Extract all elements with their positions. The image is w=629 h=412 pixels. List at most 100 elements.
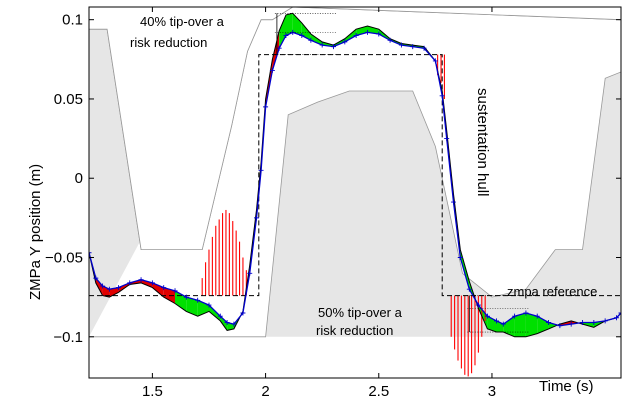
x-tick-label: 2 bbox=[261, 383, 269, 400]
compensated-marker bbox=[330, 44, 336, 50]
series-uncompensated bbox=[89, 12, 621, 338]
difference-fill bbox=[537, 316, 549, 334]
compensated-marker bbox=[523, 310, 529, 316]
y-axis-label: ZMPa Y position (m) bbox=[27, 164, 44, 300]
x-tick-label: 1.5 bbox=[142, 383, 163, 400]
compensated-marker bbox=[450, 199, 456, 205]
compensated-marker bbox=[100, 283, 106, 289]
annotation-top-reduction-line2: risk reduction bbox=[130, 35, 207, 50]
compensated-marker bbox=[195, 297, 201, 303]
difference-fill bbox=[109, 287, 119, 298]
compensated-marker bbox=[364, 29, 370, 35]
x-tick-label: 3 bbox=[488, 383, 496, 400]
compensated-marker bbox=[376, 31, 382, 37]
compensated-marker bbox=[493, 318, 499, 324]
compensated-marker bbox=[138, 277, 144, 283]
compensated-marker bbox=[466, 286, 472, 292]
compensated-marker bbox=[387, 37, 393, 43]
hull-lower-edge bbox=[89, 71, 621, 338]
compensated-marker bbox=[512, 313, 518, 319]
y-tick-label: 0 bbox=[75, 170, 83, 187]
compensated-marker bbox=[263, 104, 269, 110]
compensated-marker bbox=[224, 320, 230, 326]
difference-fill bbox=[367, 26, 379, 34]
compensated-marker bbox=[457, 255, 463, 261]
compensated-marker bbox=[240, 310, 246, 316]
compensated-marker bbox=[269, 67, 275, 73]
difference-fill bbox=[209, 305, 221, 321]
y-tick-label: −0.1 bbox=[53, 329, 83, 346]
compensated-marker bbox=[500, 321, 506, 327]
compensated-marker bbox=[115, 285, 121, 291]
compensated-marker bbox=[183, 294, 189, 300]
x-axis-label: Time (s) bbox=[539, 378, 593, 395]
compensated-marker bbox=[342, 39, 348, 45]
difference-fill bbox=[292, 13, 302, 36]
difference-fill bbox=[310, 34, 323, 46]
compensated-marker bbox=[444, 136, 450, 142]
compensated-marker bbox=[353, 33, 359, 39]
compensated-marker bbox=[89, 250, 92, 256]
compensated-marker bbox=[475, 302, 481, 308]
axes-frame bbox=[88, 6, 622, 379]
compensated-marker bbox=[432, 58, 438, 64]
compensated-marker bbox=[149, 280, 155, 286]
compensated-marker bbox=[410, 44, 416, 50]
series-compensated bbox=[89, 31, 621, 327]
annotation-zmp-reference: zmpa reference bbox=[507, 284, 597, 299]
y-tick-label: 0.05 bbox=[54, 91, 83, 108]
y-tick-label: −0.05 bbox=[45, 250, 83, 267]
compensated-marker bbox=[484, 313, 490, 319]
difference-fill bbox=[141, 279, 153, 288]
difference-fill bbox=[186, 297, 198, 317]
compensated-marker bbox=[247, 270, 253, 276]
plot-area bbox=[89, 7, 621, 377]
compensated-marker bbox=[299, 33, 305, 39]
compensated-marker bbox=[161, 285, 167, 291]
compensated-marker bbox=[613, 315, 619, 321]
compensated-marker bbox=[254, 215, 260, 221]
compensated-marker bbox=[591, 320, 597, 326]
axes: 1.5 2 2.5 3 −0.1 −0.05 0 0.05 0.1 bbox=[45, 6, 622, 400]
annotation-bottom-reduction-line1: 50% tip-over a bbox=[318, 305, 403, 320]
difference-fill bbox=[344, 29, 357, 42]
difference-fill bbox=[279, 14, 286, 49]
compensated-marker bbox=[546, 320, 552, 326]
y-tick-label: 0.1 bbox=[62, 12, 83, 29]
compensated-marker bbox=[172, 288, 178, 294]
x-tick-label: 2.5 bbox=[368, 383, 389, 400]
difference-fill bbox=[95, 278, 103, 296]
compensated-marker bbox=[127, 280, 133, 286]
compensated-marker bbox=[602, 318, 608, 324]
compensated-marker bbox=[319, 42, 325, 48]
difference-fill bbox=[514, 313, 526, 337]
difference-fill bbox=[286, 13, 293, 36]
annotation-top-reduction-line1: 40% tip-over a bbox=[140, 14, 225, 29]
compensated-marker bbox=[231, 321, 237, 327]
compensated-marker bbox=[580, 320, 586, 326]
compensated-marker bbox=[557, 323, 563, 329]
compensated-marker bbox=[534, 313, 540, 319]
compensated-marker bbox=[93, 275, 99, 281]
compensated-marker bbox=[618, 310, 621, 316]
difference-fill bbox=[220, 316, 228, 331]
compensated-marker bbox=[217, 313, 223, 319]
compensated-marker bbox=[283, 33, 289, 39]
compensated-marker bbox=[308, 37, 314, 43]
compensated-marker bbox=[276, 45, 282, 51]
compensated-marker bbox=[106, 286, 112, 292]
annotation-bottom-reduction-line2: risk reduction bbox=[316, 323, 393, 338]
annotation-sustentation-hull: sustentation hull bbox=[474, 88, 491, 196]
compensated-marker bbox=[439, 93, 445, 99]
compensated-marker bbox=[258, 167, 264, 173]
difference-fill bbox=[272, 30, 280, 71]
compensated-marker bbox=[568, 321, 574, 327]
compensated-marker bbox=[206, 302, 212, 308]
above-hull bbox=[89, 7, 621, 250]
compensated-marker bbox=[421, 45, 427, 51]
zmp-reference-line bbox=[89, 54, 621, 297]
compensated-marker bbox=[398, 42, 404, 48]
difference-fill bbox=[503, 316, 515, 337]
difference-fill bbox=[525, 313, 538, 337]
